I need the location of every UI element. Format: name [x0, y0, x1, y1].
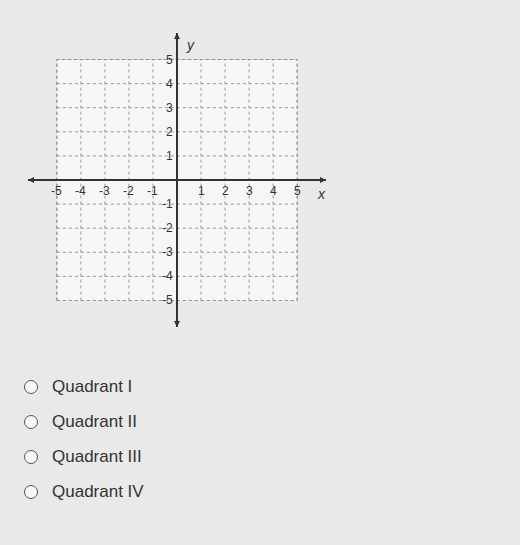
svg-text:3: 3: [246, 184, 253, 198]
svg-text:-4: -4: [75, 184, 86, 198]
svg-text:3: 3: [166, 101, 173, 115]
svg-text:-1: -1: [147, 184, 158, 198]
html-text:Quadrant III: Quadrant III: [52, 447, 142, 466]
svg-text:-1: -1: [162, 197, 173, 211]
svg-text:-4: -4: [162, 269, 173, 283]
svg-text:5: 5: [166, 53, 173, 67]
svg-text:x: x: [317, 186, 326, 202]
svg-text:2: 2: [222, 184, 229, 198]
svg-text:4: 4: [166, 77, 173, 91]
svg-text:-2: -2: [123, 184, 134, 198]
svg-text:1: 1: [166, 149, 173, 163]
svg-text:y: y: [186, 37, 195, 53]
svg-text:-3: -3: [99, 184, 110, 198]
html-text:Quadrant II: Quadrant II: [52, 412, 138, 431]
svg-text:4: 4: [270, 184, 277, 198]
svg-text:5: 5: [294, 184, 301, 198]
svg-text:-5: -5: [162, 293, 173, 307]
svg-text:-5: -5: [51, 184, 62, 198]
svg-text:2: 2: [166, 125, 173, 139]
html-text:Quadrant IV: Quadrant IV: [52, 482, 144, 501]
svg-text:-3: -3: [162, 245, 173, 259]
html-text:Quadrant I: Quadrant I: [52, 377, 133, 396]
svg-text:1: 1: [198, 184, 205, 198]
svg-text:-2: -2: [162, 221, 173, 235]
